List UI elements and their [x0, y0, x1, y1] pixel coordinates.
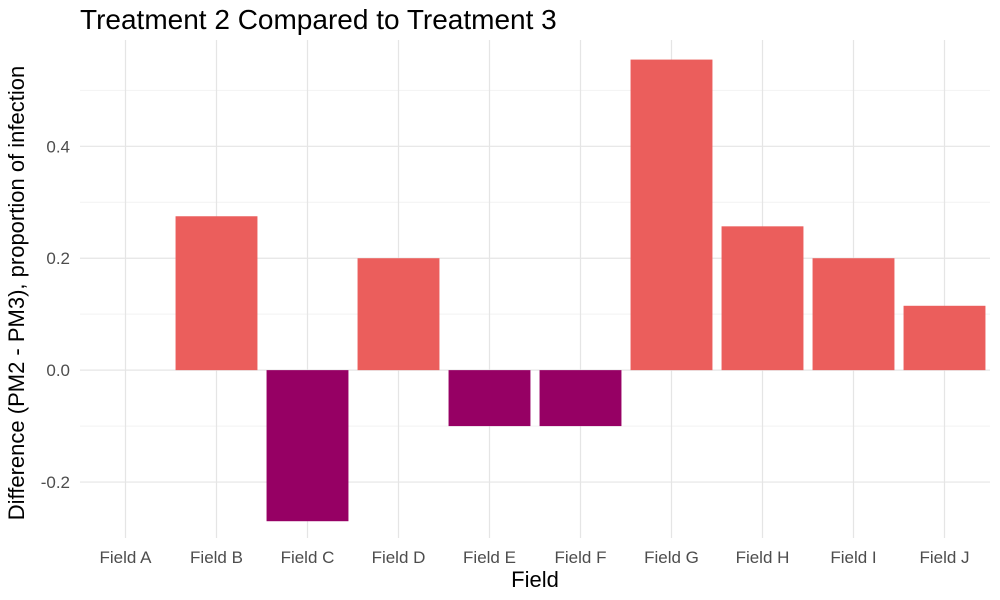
bar [721, 226, 804, 371]
y-axis-ticks: -0.2 0.0 0.2 0.4 [41, 137, 70, 492]
x-tick-label: Field C [281, 548, 335, 567]
x-tick-label: Field A [100, 548, 153, 567]
y-tick-label: 0.0 [46, 361, 70, 380]
bars [175, 59, 986, 522]
bar [175, 216, 258, 371]
bar [812, 258, 895, 371]
bar [903, 305, 986, 371]
y-tick-label: 0.4 [46, 137, 70, 156]
x-tick-label: Field H [736, 548, 790, 567]
x-tick-label: Field F [555, 548, 607, 567]
y-tick-label: 0.2 [46, 249, 70, 268]
x-axis-ticks: Field A Field B Field C Field D Field E Field… [100, 548, 970, 567]
bar [539, 370, 622, 427]
x-tick-label: Field G [644, 548, 699, 567]
x-axis-title: Field [511, 567, 559, 592]
x-tick-label: Field B [190, 548, 243, 567]
bar [266, 370, 349, 522]
x-tick-label: Field D [372, 548, 426, 567]
y-tick-label: -0.2 [41, 473, 70, 492]
bar [630, 59, 713, 371]
chart-title: Treatment 2 Compared to Treatment 3 [80, 4, 557, 35]
bar [448, 370, 531, 427]
x-tick-label: Field E [463, 548, 516, 567]
x-tick-label: Field J [919, 548, 969, 567]
x-tick-label: Field I [830, 548, 876, 567]
y-axis-title: Difference (PM2 - PM3), proportion of in… [4, 66, 29, 520]
bar [357, 258, 440, 371]
